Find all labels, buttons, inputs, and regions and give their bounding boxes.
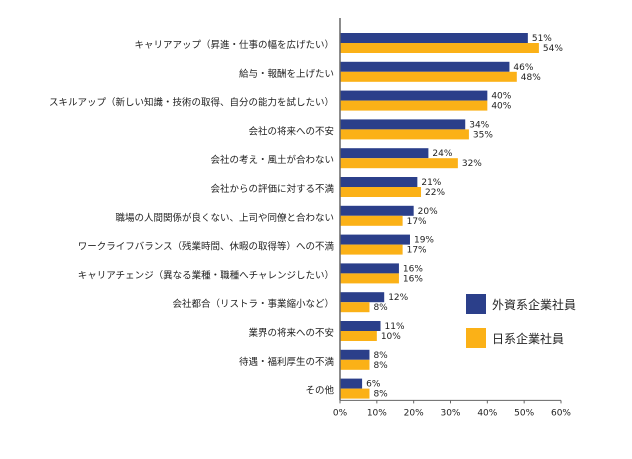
category-label: 会社の考え・風土が合わない bbox=[210, 154, 334, 166]
bar bbox=[340, 129, 469, 140]
legend-label: 日系企業社員 bbox=[492, 331, 564, 346]
bar bbox=[340, 349, 370, 360]
bar bbox=[340, 100, 488, 111]
x-tick-label: 10% bbox=[367, 408, 387, 418]
bar bbox=[340, 378, 363, 389]
bar bbox=[340, 205, 414, 216]
data-label: 19% bbox=[414, 236, 434, 246]
bar bbox=[340, 61, 510, 72]
data-label: 35% bbox=[473, 130, 493, 140]
bar bbox=[340, 119, 466, 130]
bar bbox=[340, 71, 517, 82]
bar bbox=[340, 273, 399, 284]
data-label: 17% bbox=[407, 246, 427, 256]
category-label: キャリアアップ（昇進・仕事の幅を広げたい） bbox=[134, 39, 334, 51]
category-label: その他 bbox=[305, 385, 334, 397]
legend-label: 外資系企業社員 bbox=[492, 297, 576, 312]
data-label: 8% bbox=[373, 390, 388, 400]
bar bbox=[340, 388, 370, 399]
x-tick-label: 60% bbox=[551, 408, 571, 418]
bar bbox=[340, 215, 403, 226]
data-label: 21% bbox=[421, 178, 441, 188]
x-tick-label: 20% bbox=[404, 408, 424, 418]
bar bbox=[340, 302, 370, 313]
data-label: 20% bbox=[418, 207, 438, 217]
bar bbox=[340, 158, 458, 169]
bar bbox=[340, 263, 399, 274]
data-label: 17% bbox=[407, 217, 427, 227]
category-label: 職場の人間関係が良くない、上司や同僚と合わない bbox=[115, 212, 334, 224]
legend-swatch bbox=[466, 328, 486, 348]
data-label: 51% bbox=[532, 34, 552, 44]
data-label: 40% bbox=[491, 92, 511, 102]
category-label: 会社の将来への不安 bbox=[248, 125, 334, 137]
data-label: 11% bbox=[385, 322, 405, 332]
bar bbox=[340, 292, 385, 303]
bar bbox=[340, 244, 403, 255]
data-label: 46% bbox=[513, 63, 533, 73]
bar bbox=[340, 148, 429, 159]
data-label: 32% bbox=[462, 159, 482, 169]
data-label: 16% bbox=[403, 264, 423, 274]
data-label: 10% bbox=[381, 332, 401, 342]
category-label: 待遇・福利厚生の不満 bbox=[239, 356, 335, 368]
category-label: 給与・報酬を上げたい bbox=[239, 68, 334, 80]
category-label: 会社都合（リストラ・事業縮小など） bbox=[172, 298, 334, 310]
bar bbox=[340, 33, 528, 43]
data-label: 16% bbox=[403, 274, 423, 284]
bar bbox=[340, 187, 422, 197]
x-tick-label: 40% bbox=[477, 408, 497, 418]
data-label: 40% bbox=[491, 102, 511, 112]
x-tick-label: 30% bbox=[440, 408, 460, 418]
data-label: 8% bbox=[373, 303, 388, 313]
x-tick-label: 0% bbox=[333, 408, 348, 418]
bar bbox=[340, 177, 418, 187]
data-label: 12% bbox=[388, 293, 408, 303]
data-label: 8% bbox=[373, 361, 388, 371]
data-label: 48% bbox=[521, 73, 541, 83]
bar bbox=[340, 331, 377, 341]
data-label: 34% bbox=[469, 120, 489, 130]
legend-swatch bbox=[466, 294, 486, 314]
bar bbox=[340, 234, 410, 245]
category-label: スキルアップ（新しい知識・技術の取得、自分の能力を試したい） bbox=[49, 97, 334, 109]
data-label: 22% bbox=[425, 188, 445, 198]
category-label: ワークライフバランス（残業時間、休暇の取得等）への不満 bbox=[78, 241, 335, 253]
bar bbox=[340, 43, 539, 53]
category-label: 業界の将来への不安 bbox=[248, 327, 334, 339]
bar bbox=[340, 321, 381, 331]
category-label: 会社からの評価に対する不満 bbox=[210, 183, 334, 195]
data-label: 54% bbox=[543, 44, 563, 54]
bar bbox=[340, 359, 370, 370]
data-label: 8% bbox=[373, 351, 388, 361]
data-label: 6% bbox=[366, 380, 381, 390]
x-tick-label: 50% bbox=[514, 408, 534, 418]
data-label: 24% bbox=[432, 149, 452, 159]
bar bbox=[340, 90, 488, 101]
category-label: キャリアチェンジ（異なる業種・職種へチャレンジしたい） bbox=[78, 269, 334, 281]
